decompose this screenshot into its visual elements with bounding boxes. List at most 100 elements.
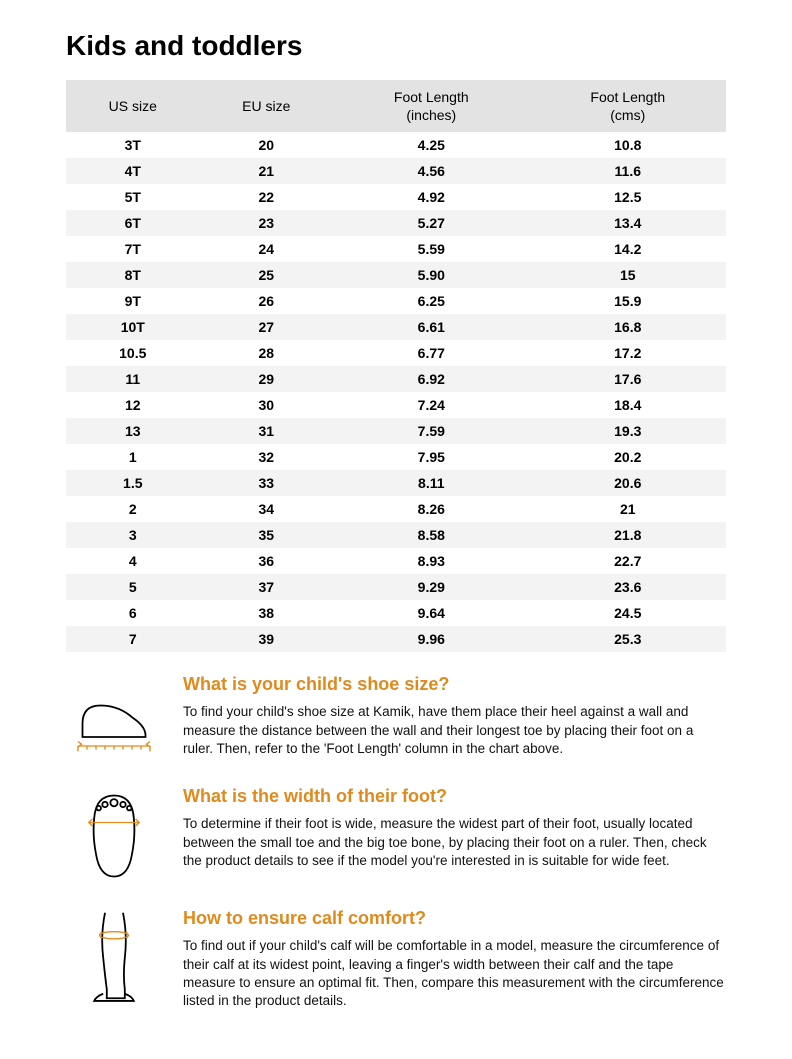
table-cell: 8.93	[333, 548, 529, 574]
table-cell: 17.6	[530, 366, 726, 392]
table-cell: 9T	[66, 288, 200, 314]
info-body-calf-comfort: To find out if your child's calf will be…	[183, 937, 726, 1010]
table-row: 10T276.6116.8	[66, 314, 726, 340]
table-row: 5T224.9212.5	[66, 184, 726, 210]
info-heading-shoe-size: What is your child's shoe size?	[183, 674, 726, 695]
info-body-foot-width: To determine if their foot is wide, meas…	[183, 815, 726, 870]
table-cell: 8.58	[333, 522, 529, 548]
table-cell: 4.25	[333, 132, 529, 158]
size-table-col-3: Foot Length(cms)	[530, 80, 726, 132]
size-table-head: US sizeEU sizeFoot Length(inches)Foot Le…	[66, 80, 726, 132]
table-cell: 4.56	[333, 158, 529, 184]
table-cell: 12	[66, 392, 200, 418]
table-cell: 27	[200, 314, 334, 340]
table-cell: 28	[200, 340, 334, 366]
table-cell: 7.95	[333, 444, 529, 470]
table-cell: 5T	[66, 184, 200, 210]
table-cell: 39	[200, 626, 334, 652]
table-row: 9T266.2515.9	[66, 288, 726, 314]
table-row: 5379.2923.6	[66, 574, 726, 600]
info-text-shoe-size: What is your child's shoe size? To find …	[183, 674, 726, 758]
table-cell: 10.8	[530, 132, 726, 158]
table-cell: 36	[200, 548, 334, 574]
table-cell: 1	[66, 444, 200, 470]
info-body-shoe-size: To find your child's shoe size at Kamik,…	[183, 703, 726, 758]
table-row: 1327.9520.2	[66, 444, 726, 470]
table-cell: 6.61	[333, 314, 529, 340]
table-cell: 21.8	[530, 522, 726, 548]
table-row: 6T235.2713.4	[66, 210, 726, 236]
leg-calf-measure-icon	[66, 908, 161, 1003]
table-cell: 6.25	[333, 288, 529, 314]
info-text-calf-comfort: How to ensure calf comfort? To find out …	[183, 908, 726, 1010]
size-table-col-1: EU size	[200, 80, 334, 132]
table-cell: 7	[66, 626, 200, 652]
table-cell: 13	[66, 418, 200, 444]
table-cell: 29	[200, 366, 334, 392]
table-cell: 6.77	[333, 340, 529, 366]
table-cell: 35	[200, 522, 334, 548]
table-cell: 20	[200, 132, 334, 158]
table-cell: 14.2	[530, 236, 726, 262]
table-row: 3T204.2510.8	[66, 132, 726, 158]
table-cell: 4T	[66, 158, 200, 184]
table-cell: 21	[530, 496, 726, 522]
size-table-body: 3T204.2510.84T214.5611.65T224.9212.56T23…	[66, 132, 726, 652]
table-cell: 15.9	[530, 288, 726, 314]
table-cell: 24	[200, 236, 334, 262]
table-cell: 34	[200, 496, 334, 522]
table-cell: 7.24	[333, 392, 529, 418]
table-cell: 4.92	[333, 184, 529, 210]
table-cell: 11.6	[530, 158, 726, 184]
table-cell: 11	[66, 366, 200, 392]
table-row: 6389.6424.5	[66, 600, 726, 626]
table-cell: 13.4	[530, 210, 726, 236]
table-cell: 5	[66, 574, 200, 600]
table-cell: 22.7	[530, 548, 726, 574]
table-cell: 18.4	[530, 392, 726, 418]
foot-top-width-icon	[66, 786, 161, 886]
table-row: 12307.2418.4	[66, 392, 726, 418]
size-table-col-0: US size	[66, 80, 200, 132]
info-section-foot-width: What is the width of their foot? To dete…	[66, 786, 726, 886]
table-cell: 3T	[66, 132, 200, 158]
table-cell: 6T	[66, 210, 200, 236]
foot-side-ruler-icon	[66, 674, 161, 764]
table-cell: 23.6	[530, 574, 726, 600]
table-row: 4368.9322.7	[66, 548, 726, 574]
table-cell: 10.5	[66, 340, 200, 366]
info-heading-foot-width: What is the width of their foot?	[183, 786, 726, 807]
info-section-shoe-size: What is your child's shoe size? To find …	[66, 674, 726, 764]
table-cell: 20.2	[530, 444, 726, 470]
table-cell: 5.90	[333, 262, 529, 288]
table-row: 10.5286.7717.2	[66, 340, 726, 366]
table-cell: 9.96	[333, 626, 529, 652]
table-cell: 19.3	[530, 418, 726, 444]
table-row: 1.5338.1120.6	[66, 470, 726, 496]
table-cell: 23	[200, 210, 334, 236]
info-text-foot-width: What is the width of their foot? To dete…	[183, 786, 726, 870]
table-cell: 17.2	[530, 340, 726, 366]
table-cell: 5.27	[333, 210, 529, 236]
table-cell: 4	[66, 548, 200, 574]
table-cell: 33	[200, 470, 334, 496]
table-cell: 8.11	[333, 470, 529, 496]
table-row: 11296.9217.6	[66, 366, 726, 392]
table-cell: 9.29	[333, 574, 529, 600]
page-title: Kids and toddlers	[66, 30, 726, 62]
table-cell: 24.5	[530, 600, 726, 626]
table-cell: 7T	[66, 236, 200, 262]
table-row: 4T214.5611.6	[66, 158, 726, 184]
table-cell: 16.8	[530, 314, 726, 340]
table-cell: 1.5	[66, 470, 200, 496]
table-cell: 37	[200, 574, 334, 600]
table-cell: 25	[200, 262, 334, 288]
table-cell: 6.92	[333, 366, 529, 392]
table-cell: 7.59	[333, 418, 529, 444]
table-row: 3358.5821.8	[66, 522, 726, 548]
table-cell: 25.3	[530, 626, 726, 652]
table-cell: 12.5	[530, 184, 726, 210]
table-cell: 20.6	[530, 470, 726, 496]
size-table: US sizeEU sizeFoot Length(inches)Foot Le…	[66, 80, 726, 652]
table-cell: 2	[66, 496, 200, 522]
